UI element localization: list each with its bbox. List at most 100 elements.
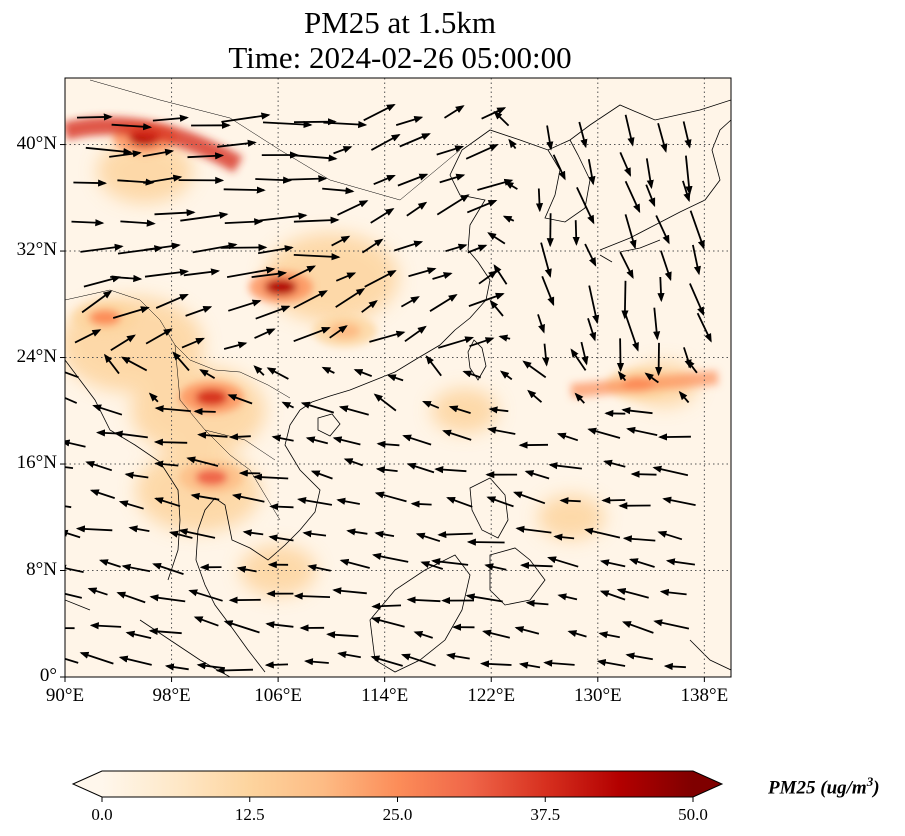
wind-vector xyxy=(85,146,133,156)
lon-tick-label: 98°E xyxy=(152,685,191,706)
wind-vector xyxy=(373,393,397,412)
wind-vector xyxy=(468,292,505,307)
wind-vector xyxy=(221,112,271,123)
wind-vector xyxy=(653,619,690,630)
hotspot-core-northern-indochina xyxy=(195,389,228,406)
wind-vector xyxy=(125,630,152,639)
wind-vector xyxy=(543,659,575,667)
hotspot-core-central-thailand xyxy=(195,469,228,486)
wind-vector xyxy=(120,219,156,227)
wind-vector xyxy=(255,176,293,184)
wind-vector xyxy=(370,616,405,628)
wind-vector xyxy=(621,407,653,415)
wind-vector xyxy=(587,318,597,342)
wind-vector xyxy=(406,462,435,474)
wind-vector xyxy=(599,559,626,568)
wind-vector xyxy=(601,496,626,504)
wind-vector xyxy=(413,631,433,639)
wind-vector xyxy=(144,268,189,278)
wind-vector xyxy=(370,208,395,224)
wind-vector xyxy=(145,328,173,345)
wind-vector xyxy=(154,497,181,508)
wind-vector xyxy=(663,662,686,671)
wind-vector xyxy=(406,201,428,217)
wind-vector xyxy=(557,593,578,601)
wind-vector xyxy=(257,245,294,255)
wind-vector xyxy=(518,661,541,669)
wind-vector xyxy=(537,314,545,334)
wind-vector xyxy=(181,337,205,349)
taiwan xyxy=(467,339,487,381)
wind-vector xyxy=(370,134,401,151)
wind-vector xyxy=(259,212,308,222)
wind-vector xyxy=(253,365,265,376)
wind-vector xyxy=(626,426,658,436)
wind-vector xyxy=(269,503,294,511)
wind-vector xyxy=(547,556,579,568)
wind-vector xyxy=(655,215,670,245)
korea-peninsula xyxy=(544,139,591,223)
wind-vector xyxy=(223,341,248,350)
philippine-sea-streak xyxy=(570,370,719,398)
wind-vector xyxy=(660,250,672,282)
wind-vector xyxy=(548,462,583,470)
wind-vector xyxy=(336,497,360,505)
wind-vector xyxy=(143,174,183,184)
wind-vector xyxy=(83,275,122,288)
wind-vector xyxy=(300,401,335,414)
hainan xyxy=(317,413,341,437)
wind-vector xyxy=(223,186,266,194)
wind-vector xyxy=(572,220,580,246)
wind-vector xyxy=(333,146,353,155)
japan xyxy=(599,119,731,263)
wind-vector xyxy=(144,242,181,251)
wind-vector xyxy=(288,175,328,183)
wind-vector xyxy=(335,272,357,282)
wind-vector xyxy=(121,563,151,573)
inland-borders xyxy=(65,79,461,521)
wind-vector xyxy=(493,110,510,127)
wind-vector xyxy=(372,552,409,563)
wind-vector xyxy=(395,116,424,126)
wind-vector xyxy=(484,563,507,571)
wind-vector xyxy=(622,535,656,543)
wind-vector xyxy=(118,655,152,666)
wind-vector xyxy=(339,558,370,569)
wind-vector xyxy=(402,434,432,446)
wind-vector xyxy=(215,666,254,675)
wind-vector xyxy=(192,242,238,254)
wind-vector xyxy=(689,283,705,317)
wind-vector xyxy=(553,533,575,541)
wind-vector xyxy=(178,528,216,539)
wind-vector xyxy=(603,459,626,468)
wind-vector xyxy=(154,460,179,468)
wind-vector xyxy=(128,525,150,533)
wind-vector xyxy=(522,360,547,379)
wind-vector xyxy=(657,276,665,303)
wind-vector xyxy=(619,152,632,177)
lat-tick-label: 24°N xyxy=(16,345,57,367)
wind-vector xyxy=(621,280,629,320)
wind-vector xyxy=(630,470,657,478)
wind-vector xyxy=(271,434,294,442)
wind-vector xyxy=(465,144,499,160)
wind-vector xyxy=(489,299,504,317)
wind-vector xyxy=(217,139,257,148)
wind-vector xyxy=(410,500,432,508)
wind-vector xyxy=(265,621,294,629)
wind-vector xyxy=(109,150,142,158)
wind-vector xyxy=(226,266,276,278)
wind-vector xyxy=(619,251,634,280)
colorbar-tick-label: 25.0 xyxy=(382,805,413,824)
wind-vector xyxy=(628,558,655,568)
wind-vector xyxy=(172,351,190,372)
wind-vector xyxy=(616,588,649,599)
wind-vector xyxy=(361,238,384,254)
wind-vector xyxy=(116,591,146,604)
wind-vector xyxy=(685,155,693,196)
wind-vector xyxy=(112,306,150,319)
wind-vector xyxy=(462,370,482,379)
wind-vector xyxy=(570,348,587,371)
wind-vector xyxy=(89,622,122,630)
